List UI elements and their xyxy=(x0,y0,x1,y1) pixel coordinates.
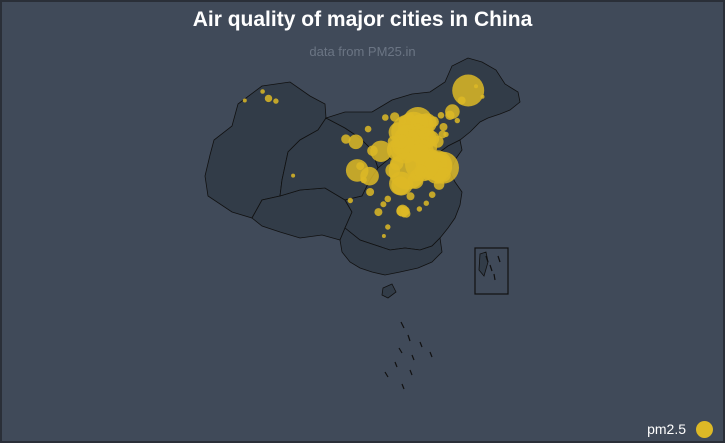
pm25-point[interactable] xyxy=(264,94,273,103)
pm25-point[interactable] xyxy=(347,197,353,204)
pm25-point[interactable] xyxy=(428,116,439,127)
pm25-point[interactable] xyxy=(457,96,466,105)
map-land xyxy=(204,57,521,390)
pm25-point[interactable] xyxy=(401,212,407,218)
south-china-sea-inset xyxy=(474,247,509,295)
region-hainan xyxy=(381,283,397,299)
pm25-point[interactable] xyxy=(348,134,364,150)
legend[interactable]: pm2.5 xyxy=(647,418,713,440)
inset-island xyxy=(497,255,501,263)
pm25-point[interactable] xyxy=(387,135,400,148)
island xyxy=(398,347,403,354)
island xyxy=(401,383,405,390)
pm25-point[interactable] xyxy=(437,112,445,119)
pm25-point[interactable] xyxy=(374,208,383,217)
pm25-point[interactable] xyxy=(370,140,392,162)
pm25-point[interactable] xyxy=(384,195,392,203)
pm25-point[interactable] xyxy=(445,110,455,121)
pm25-point[interactable] xyxy=(242,98,247,103)
region-south xyxy=(339,227,443,276)
inset-island xyxy=(489,264,493,272)
inset-island xyxy=(493,273,496,281)
pm25-point[interactable] xyxy=(428,191,436,198)
inset-island xyxy=(485,255,489,263)
region-taiwan xyxy=(478,251,489,277)
pm25-point[interactable] xyxy=(398,116,407,125)
pm25-point[interactable] xyxy=(391,176,410,195)
island xyxy=(400,321,405,329)
pm25-point[interactable] xyxy=(380,201,387,208)
circle-marker-icon[interactable] xyxy=(696,420,713,438)
chart-title: Air quality of major cities in China xyxy=(192,8,533,31)
pm25-point[interactable] xyxy=(422,170,432,181)
pm25-point[interactable] xyxy=(406,192,415,201)
pm25-point[interactable] xyxy=(366,188,375,196)
pm25-point[interactable] xyxy=(390,112,400,122)
island xyxy=(429,351,433,358)
island xyxy=(409,369,413,376)
chart-subtitle: data from PM25.in xyxy=(309,44,416,59)
pm25-point[interactable] xyxy=(439,123,448,131)
pm25-point[interactable] xyxy=(385,224,391,230)
pm25-point[interactable] xyxy=(480,94,485,99)
legend-label: pm2.5 xyxy=(647,421,686,437)
island xyxy=(419,341,423,348)
pm25-point[interactable] xyxy=(260,89,265,94)
pm25-point[interactable] xyxy=(364,125,372,133)
pm25-point[interactable] xyxy=(382,114,389,121)
pm25-point[interactable] xyxy=(367,145,378,157)
island xyxy=(407,334,411,342)
pm25-point[interactable] xyxy=(452,74,485,107)
pm25-point[interactable] xyxy=(474,84,478,89)
pm25-point[interactable] xyxy=(423,200,429,206)
pm25-point[interactable] xyxy=(291,173,296,178)
pm25-point[interactable] xyxy=(360,176,367,184)
pm25-point[interactable] xyxy=(273,98,279,104)
pm25-point[interactable] xyxy=(356,162,365,171)
pm25-point[interactable] xyxy=(454,117,460,124)
pm25-point[interactable] xyxy=(443,131,449,138)
island xyxy=(384,371,389,378)
south-china-sea-islands xyxy=(384,255,501,390)
pm25-points xyxy=(242,74,485,238)
pm25-point[interactable] xyxy=(385,163,401,178)
pm25-point[interactable] xyxy=(416,206,423,212)
island xyxy=(394,361,398,368)
pm25-point[interactable] xyxy=(433,179,445,190)
island xyxy=(411,354,415,361)
pm25-point[interactable] xyxy=(341,134,351,144)
pm25-point[interactable] xyxy=(381,234,386,238)
